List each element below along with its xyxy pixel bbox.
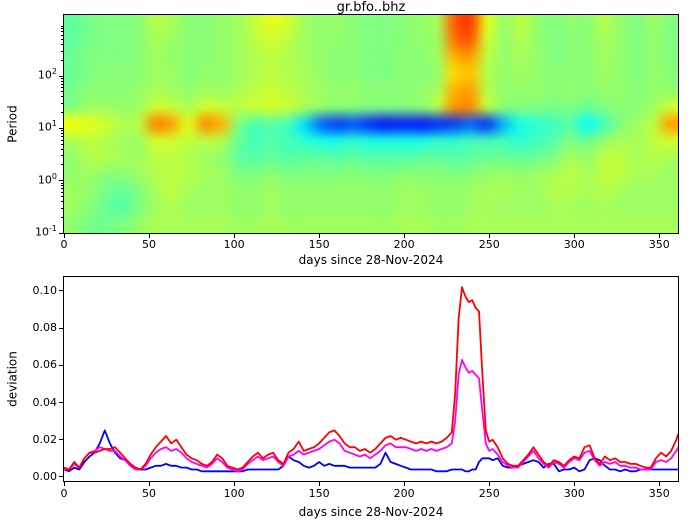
top-y-minor-tick bbox=[60, 28, 63, 30]
top-x-tick bbox=[318, 234, 320, 238]
bottom-x-tick bbox=[488, 482, 490, 486]
top-y-minor-tick bbox=[60, 195, 63, 197]
bottom-y-tick bbox=[59, 402, 63, 404]
top-y-tick bbox=[59, 127, 63, 129]
chart-title: gr.bfo..bhz bbox=[336, 0, 406, 15]
top-x-tick bbox=[658, 234, 660, 238]
top-y-minor-tick bbox=[60, 31, 63, 33]
top-y-minor-tick bbox=[60, 139, 63, 141]
top-y-minor-tick bbox=[60, 112, 63, 114]
bottom-x-tick bbox=[573, 482, 575, 486]
top-x-tick-label: 200 bbox=[393, 238, 415, 251]
top-x-tick bbox=[488, 234, 490, 238]
bottom-x-tick bbox=[403, 482, 405, 486]
top-y-minor-tick bbox=[60, 191, 63, 193]
bottom-y-tick-label: 0.00 bbox=[32, 469, 58, 483]
top-y-minor-tick bbox=[60, 182, 63, 184]
bottom-x-tick-label: 0 bbox=[60, 487, 68, 500]
bottom-y-tick-label: 0.10 bbox=[32, 283, 58, 297]
bottom-y-tick bbox=[59, 476, 63, 478]
top-y-minor-tick bbox=[60, 148, 63, 150]
spectrogram-axes bbox=[63, 14, 679, 234]
top-x-tick-label: 350 bbox=[648, 238, 670, 251]
bottom-y-axis-label: deviation bbox=[5, 351, 20, 407]
bottom-y-tick bbox=[59, 327, 63, 329]
top-y-minor-tick bbox=[60, 83, 63, 85]
top-y-tick-label: 101 bbox=[37, 119, 57, 135]
top-y-minor-tick bbox=[60, 207, 63, 209]
spectrogram-heatmap bbox=[64, 15, 678, 233]
top-y-minor-tick bbox=[60, 59, 63, 61]
top-x-tick-label: 50 bbox=[142, 238, 157, 251]
top-y-minor-tick bbox=[60, 216, 63, 218]
bottom-x-tick bbox=[318, 482, 320, 486]
deviation-axes bbox=[63, 276, 679, 482]
bottom-x-tick bbox=[233, 482, 235, 486]
top-y-minor-tick bbox=[60, 103, 63, 104]
top-x-tick bbox=[233, 234, 235, 238]
bottom-x-tick bbox=[63, 482, 65, 486]
top-x-axis-label: days since 28-Nov-2024 bbox=[298, 253, 444, 267]
top-y-minor-tick bbox=[60, 44, 63, 46]
top-y-minor-tick bbox=[60, 185, 63, 187]
top-x-tick-label: 250 bbox=[478, 238, 500, 251]
bottom-y-tick-label: 0.08 bbox=[32, 321, 58, 335]
deviation-line-plot bbox=[64, 286, 678, 473]
top-y-tick bbox=[59, 232, 63, 234]
top-y-minor-tick bbox=[60, 188, 63, 190]
top-y-minor-tick bbox=[60, 136, 63, 138]
bottom-y-tick bbox=[59, 290, 63, 292]
bottom-x-tick-label: 100 bbox=[223, 487, 245, 500]
top-y-minor-tick bbox=[60, 143, 63, 145]
top-x-tick bbox=[148, 234, 150, 238]
bottom-x-tick bbox=[148, 482, 150, 486]
bottom-x-tick-label: 150 bbox=[308, 487, 330, 500]
top-x-tick bbox=[63, 234, 65, 238]
top-y-tick-label: 100 bbox=[37, 171, 57, 187]
top-y-tick bbox=[59, 75, 63, 77]
top-y-tick bbox=[59, 180, 63, 182]
bottom-y-tick-label: 0.02 bbox=[32, 432, 58, 446]
top-y-minor-tick bbox=[60, 130, 63, 132]
top-x-tick-label: 150 bbox=[308, 238, 330, 251]
top-y-minor-tick bbox=[60, 80, 63, 82]
top-y-tick-label: 102 bbox=[37, 67, 57, 82]
top-y-minor-tick bbox=[60, 50, 63, 52]
top-y-minor-tick bbox=[60, 25, 63, 27]
bottom-x-tick-label: 250 bbox=[478, 487, 500, 500]
bottom-y-tick bbox=[59, 364, 63, 366]
top-y-minor-tick bbox=[60, 133, 63, 134]
top-y-minor-tick bbox=[60, 155, 63, 157]
top-y-tick-label: 10-1 bbox=[35, 224, 57, 239]
top-x-tick-label: 100 bbox=[223, 238, 245, 251]
bottom-x-tick-label: 50 bbox=[142, 487, 157, 500]
series-line-red bbox=[64, 286, 678, 471]
bottom-x-tick bbox=[658, 482, 660, 486]
top-x-tick-label: 0 bbox=[60, 238, 68, 251]
top-x-tick bbox=[403, 234, 405, 238]
top-y-axis-label: Period bbox=[5, 105, 20, 143]
top-y-minor-tick bbox=[60, 34, 63, 36]
series-line-blue bbox=[64, 429, 678, 473]
top-y-minor-tick bbox=[60, 91, 63, 93]
bottom-x-tick-label: 300 bbox=[563, 487, 585, 500]
top-y-minor-tick bbox=[60, 164, 63, 166]
bottom-x-tick-label: 350 bbox=[648, 487, 670, 500]
bottom-y-tick-label: 0.04 bbox=[32, 395, 58, 409]
bottom-y-tick bbox=[59, 439, 63, 441]
bottom-x-axis-label: days since 28-Nov-2024 bbox=[298, 505, 444, 519]
top-y-minor-tick bbox=[60, 87, 63, 89]
bottom-y-tick-label: 0.06 bbox=[32, 358, 58, 372]
bottom-x-tick-label: 200 bbox=[393, 487, 415, 500]
top-x-tick bbox=[573, 234, 575, 238]
top-y-minor-tick bbox=[60, 78, 63, 80]
top-y-minor-tick bbox=[60, 201, 63, 203]
top-y-minor-tick bbox=[60, 96, 63, 98]
top-y-minor-tick bbox=[60, 39, 63, 41]
top-x-tick-label: 300 bbox=[563, 238, 585, 251]
series-line-magenta bbox=[64, 358, 678, 473]
